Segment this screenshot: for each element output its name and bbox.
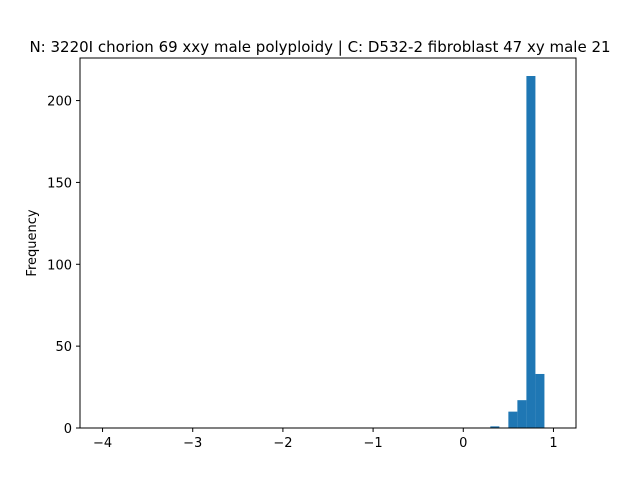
- chart-title: N: 3220I chorion 69 xxy male polyploidy …: [29, 38, 610, 56]
- histogram-bar: [508, 411, 518, 428]
- x-tick-label: 0: [459, 436, 467, 451]
- y-tick-label: 0: [64, 422, 72, 437]
- y-tick-label: 150: [47, 176, 72, 191]
- y-tick-label: 50: [55, 340, 72, 355]
- y-axis-ticks: 0 50 100 150 200: [47, 95, 80, 437]
- histogram-bar: [490, 426, 500, 428]
- plot-frame: [79, 57, 577, 429]
- histogram-bars: [490, 76, 545, 428]
- x-tick-label: 1: [549, 436, 557, 451]
- y-tick-label: 200: [47, 95, 72, 110]
- x-tick-label: −3: [183, 436, 202, 451]
- x-tick-label: −1: [364, 436, 383, 451]
- x-tick-label: −2: [273, 436, 292, 451]
- x-axis-ticks: −4 −3 −2 −1 0 1: [93, 428, 558, 451]
- x-tick-label: −4: [93, 436, 112, 451]
- histogram-bar: [535, 373, 545, 428]
- histogram-bar: [517, 400, 527, 428]
- histogram-bar: [526, 76, 536, 428]
- y-axis-label: Frequency: [25, 209, 40, 276]
- y-tick-label: 100: [47, 258, 72, 273]
